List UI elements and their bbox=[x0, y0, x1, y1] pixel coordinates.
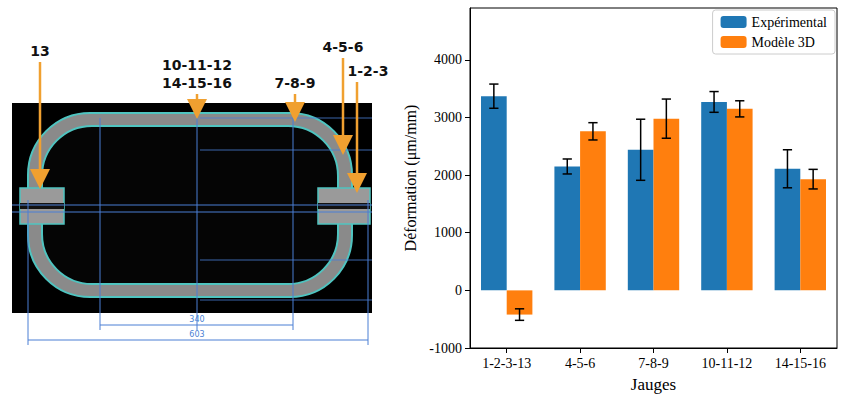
svg-text:Déformation (μm/mm): Déformation (μm/mm) bbox=[402, 105, 420, 252]
svg-text:Modèle 3D: Modèle 3D bbox=[752, 35, 815, 50]
svg-text:7-8-9: 7-8-9 bbox=[275, 75, 316, 91]
svg-text:14-15-16: 14-15-16 bbox=[775, 356, 826, 371]
svg-text:13: 13 bbox=[30, 43, 49, 59]
svg-text:1-2-3-13: 1-2-3-13 bbox=[482, 356, 531, 371]
svg-text:14-15-16: 14-15-16 bbox=[162, 75, 232, 91]
svg-text:7-8-9: 7-8-9 bbox=[638, 356, 668, 371]
svg-text:3000: 3000 bbox=[434, 110, 462, 125]
svg-text:4-5-6: 4-5-6 bbox=[565, 356, 595, 371]
svg-text:2000: 2000 bbox=[434, 168, 462, 183]
svg-text:1-2-3: 1-2-3 bbox=[348, 63, 389, 79]
svg-text:603: 603 bbox=[189, 330, 204, 339]
svg-text:0: 0 bbox=[455, 283, 462, 298]
svg-text:1000: 1000 bbox=[434, 225, 462, 240]
svg-text:10-11-12: 10-11-12 bbox=[162, 57, 232, 73]
svg-text:4-5-6: 4-5-6 bbox=[323, 39, 364, 55]
svg-text:Jauges: Jauges bbox=[631, 375, 676, 394]
svg-text:-1000: -1000 bbox=[429, 341, 462, 356]
svg-text:Expérimental: Expérimental bbox=[752, 15, 828, 30]
svg-text:4000: 4000 bbox=[434, 52, 462, 67]
svg-text:10-11-12: 10-11-12 bbox=[701, 356, 752, 371]
svg-text:340: 340 bbox=[189, 315, 204, 324]
